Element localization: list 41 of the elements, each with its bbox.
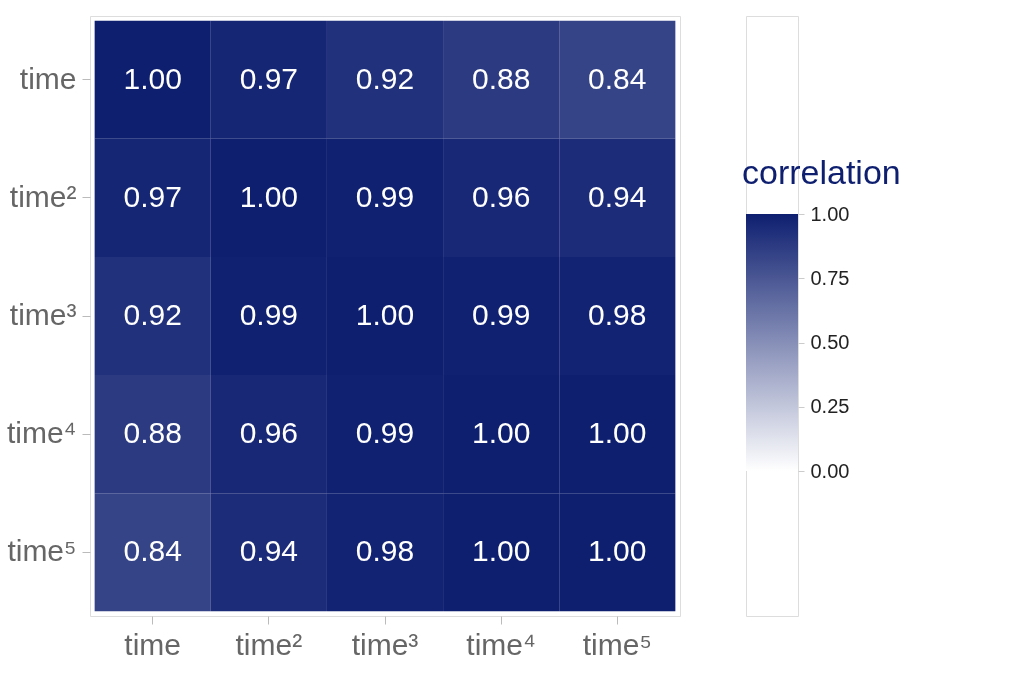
data-label: 0.94	[588, 179, 647, 213]
x-tick-label: time⁵	[582, 627, 652, 661]
data-label: 1.00	[123, 61, 182, 95]
x-tick-label: time³	[351, 627, 419, 661]
y-tick-label: time⁴	[6, 416, 77, 450]
color-bar-label: 0.00	[810, 459, 850, 482]
data-label: 0.99	[239, 298, 299, 331]
color-bar-label: 0.50	[810, 331, 850, 353]
data-label: 0.98	[588, 298, 647, 331]
data-label: 0.98	[355, 534, 415, 568]
data-label: 0.99	[355, 179, 415, 213]
data-label: 1.00	[471, 534, 531, 568]
data-label: 0.99	[471, 298, 531, 331]
data-label: 0.97	[239, 61, 299, 95]
data-label: 0.88	[471, 61, 531, 95]
data-label: 1.00	[471, 416, 531, 450]
data-label: 0.88	[123, 416, 182, 450]
data-label: 0.99	[355, 416, 415, 450]
data-label: 0.97	[123, 179, 182, 213]
data-label: 0.84	[123, 534, 182, 568]
data-label: 0.92	[123, 298, 182, 331]
y-tick-label: time	[19, 61, 77, 95]
data-label: 1.00	[355, 298, 415, 331]
legend-title: correlation	[742, 153, 901, 191]
y-tick-label: time³	[9, 298, 77, 331]
data-label: 0.94	[239, 534, 299, 568]
data-label: 0.96	[239, 416, 299, 450]
color-bar-label: 1.00	[810, 202, 850, 225]
color-bar-label: 0.25	[810, 395, 850, 418]
data-label: 0.84	[588, 61, 647, 95]
x-tick-label: time⁴	[466, 627, 536, 661]
data-label: 1.00	[588, 534, 647, 568]
y-tick-label: time⁵	[7, 534, 77, 568]
data-label: 0.96	[471, 179, 531, 213]
color-bar-label: 0.75	[810, 266, 850, 289]
data-label: 1.00	[588, 416, 647, 450]
x-tick-label: time²	[235, 627, 303, 661]
x-tick-label: time	[124, 627, 182, 661]
data-label: 0.92	[355, 61, 415, 95]
y-tick-label: time²	[9, 179, 77, 213]
data-label: 1.00	[239, 179, 299, 213]
